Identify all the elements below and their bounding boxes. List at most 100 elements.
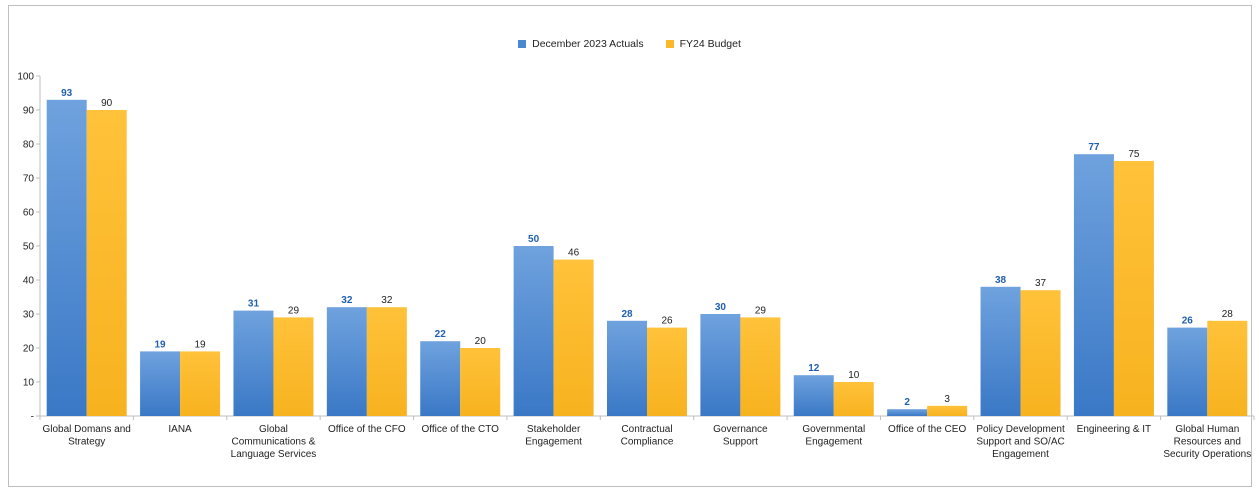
x-category-label: Contractual Compliance <box>621 424 674 448</box>
bar-actuals <box>1073 154 1114 416</box>
x-category-label-line: Communications & <box>232 437 316 448</box>
legend-item-budget: FY24 Budget <box>665 38 741 50</box>
x-category-label: Stakeholder Engagement <box>525 424 582 448</box>
x-category-label-line: Global Human <box>1175 424 1239 435</box>
x-category-label-line: Compliance <box>621 437 674 448</box>
y-tick-label: 60 <box>23 208 35 219</box>
bar-actuals <box>887 409 928 416</box>
data-label-budget: 20 <box>475 336 487 347</box>
data-label-budget: 28 <box>1222 309 1234 320</box>
x-category-label-line: Governance <box>713 424 768 435</box>
data-label-actuals: 30 <box>715 302 727 313</box>
x-category-label: IANA <box>168 424 192 435</box>
x-category-label: Global Domans and Strategy <box>42 424 130 448</box>
bar-budget <box>460 348 501 416</box>
data-label-actuals: 32 <box>341 295 353 306</box>
x-category-label-line: Engagement <box>992 449 1049 460</box>
bar-budget <box>553 259 594 416</box>
data-label-actuals: 93 <box>61 88 73 99</box>
bar-budget <box>86 110 127 416</box>
legend-item-actuals: December 2023 Actuals <box>518 38 644 50</box>
y-tick-label: 50 <box>23 242 35 253</box>
data-label-budget: 29 <box>755 305 767 316</box>
data-label-budget: 37 <box>1035 278 1047 289</box>
data-label-actuals: 19 <box>155 339 167 350</box>
x-category-label: Office of the CEO <box>888 424 966 435</box>
data-label-actuals: 12 <box>808 363 820 374</box>
x-category-label: Global Human Resources and Security Operat… <box>1163 424 1251 460</box>
x-category-label-line: Governmental <box>802 424 865 435</box>
x-category-label-line: Language Services <box>231 449 317 460</box>
data-label-actuals: 22 <box>435 329 447 340</box>
chart-legend: December 2023 Actuals FY24 Budget <box>0 38 1259 50</box>
data-label-actuals: 77 <box>1088 142 1100 153</box>
y-tick-label: 20 <box>23 344 35 355</box>
bar-actuals <box>980 286 1021 416</box>
x-category-label-line: Office of the CFO <box>328 424 406 435</box>
x-category-label-line: IANA <box>168 424 192 435</box>
legend-swatch-actuals <box>518 40 527 48</box>
x-category-label: Policy Development Support and SO/AC Engag… <box>976 424 1065 460</box>
y-tick-label: - <box>31 412 34 423</box>
bar-budget <box>1020 290 1061 416</box>
bar-actuals <box>420 341 461 416</box>
x-category-label-line: Global Domans and <box>42 424 130 435</box>
bar-actuals <box>326 307 367 416</box>
x-category-label-line: Strategy <box>68 437 105 448</box>
bar-budget <box>366 307 407 416</box>
legend-label-budget: FY24 Budget <box>679 38 741 50</box>
data-label-actuals: 2 <box>904 397 910 408</box>
data-label-budget: 32 <box>381 295 393 306</box>
bar-actuals <box>513 246 554 416</box>
bar-budget <box>273 317 314 416</box>
x-category-label: Governance Support <box>713 424 768 448</box>
bar-budget <box>647 327 687 416</box>
y-tick-label: 40 <box>23 276 35 287</box>
bar-actuals <box>700 314 741 416</box>
x-category-label: Office of the CFO <box>328 424 406 435</box>
data-label-actuals: 28 <box>621 309 633 320</box>
x-category-label-line: Engagement <box>805 437 862 448</box>
x-category-label: Governmental Engagement <box>802 424 865 448</box>
x-category-label: Office of the CTO <box>422 424 500 435</box>
bar-budget <box>833 382 874 416</box>
bar-budget <box>927 405 968 416</box>
data-label-actuals: 38 <box>995 275 1007 286</box>
bar-actuals <box>233 310 274 416</box>
bar-actuals <box>46 99 87 417</box>
x-category-label-line: Security Operations <box>1163 449 1251 460</box>
data-label-budget: 10 <box>848 370 860 381</box>
x-category-label-line: Engagement <box>525 437 582 448</box>
data-label-actuals: 26 <box>1182 316 1194 327</box>
bar-budget <box>740 317 781 416</box>
data-label-budget: 90 <box>101 98 113 109</box>
data-label-budget: 29 <box>288 305 300 316</box>
data-label-budget: 26 <box>661 316 673 327</box>
bar-actuals <box>1167 327 1208 416</box>
data-label-budget: 3 <box>944 394 950 405</box>
x-category-label-line: Office of the CTO <box>422 424 500 435</box>
y-tick-label: 90 <box>23 106 35 117</box>
data-label-actuals: 31 <box>248 299 260 310</box>
data-label-budget: 46 <box>568 248 580 259</box>
y-tick-label: 100 <box>17 72 34 83</box>
bar-budget <box>1207 320 1248 416</box>
x-category-label: Engineering & IT <box>1077 424 1152 435</box>
bar-actuals <box>793 375 834 416</box>
y-tick-label: 10 <box>23 378 35 389</box>
x-category-label-line: Stakeholder <box>527 424 581 435</box>
data-label-budget: 19 <box>195 339 207 350</box>
x-category-label-line: Resources and <box>1174 437 1241 448</box>
bar-actuals <box>607 320 647 416</box>
x-category-label-line: Global <box>259 424 288 435</box>
bar-budget <box>1113 161 1154 416</box>
x-category-label-line: Policy Development <box>976 424 1065 435</box>
legend-swatch-budget <box>665 40 674 48</box>
data-label-budget: 75 <box>1128 149 1140 160</box>
bar-actuals <box>140 351 181 416</box>
x-category-label-line: Contractual <box>621 424 672 435</box>
x-category-label-line: Support and SO/AC <box>976 437 1064 448</box>
y-tick-label: 80 <box>23 140 35 151</box>
y-tick-label: 70 <box>23 174 35 185</box>
